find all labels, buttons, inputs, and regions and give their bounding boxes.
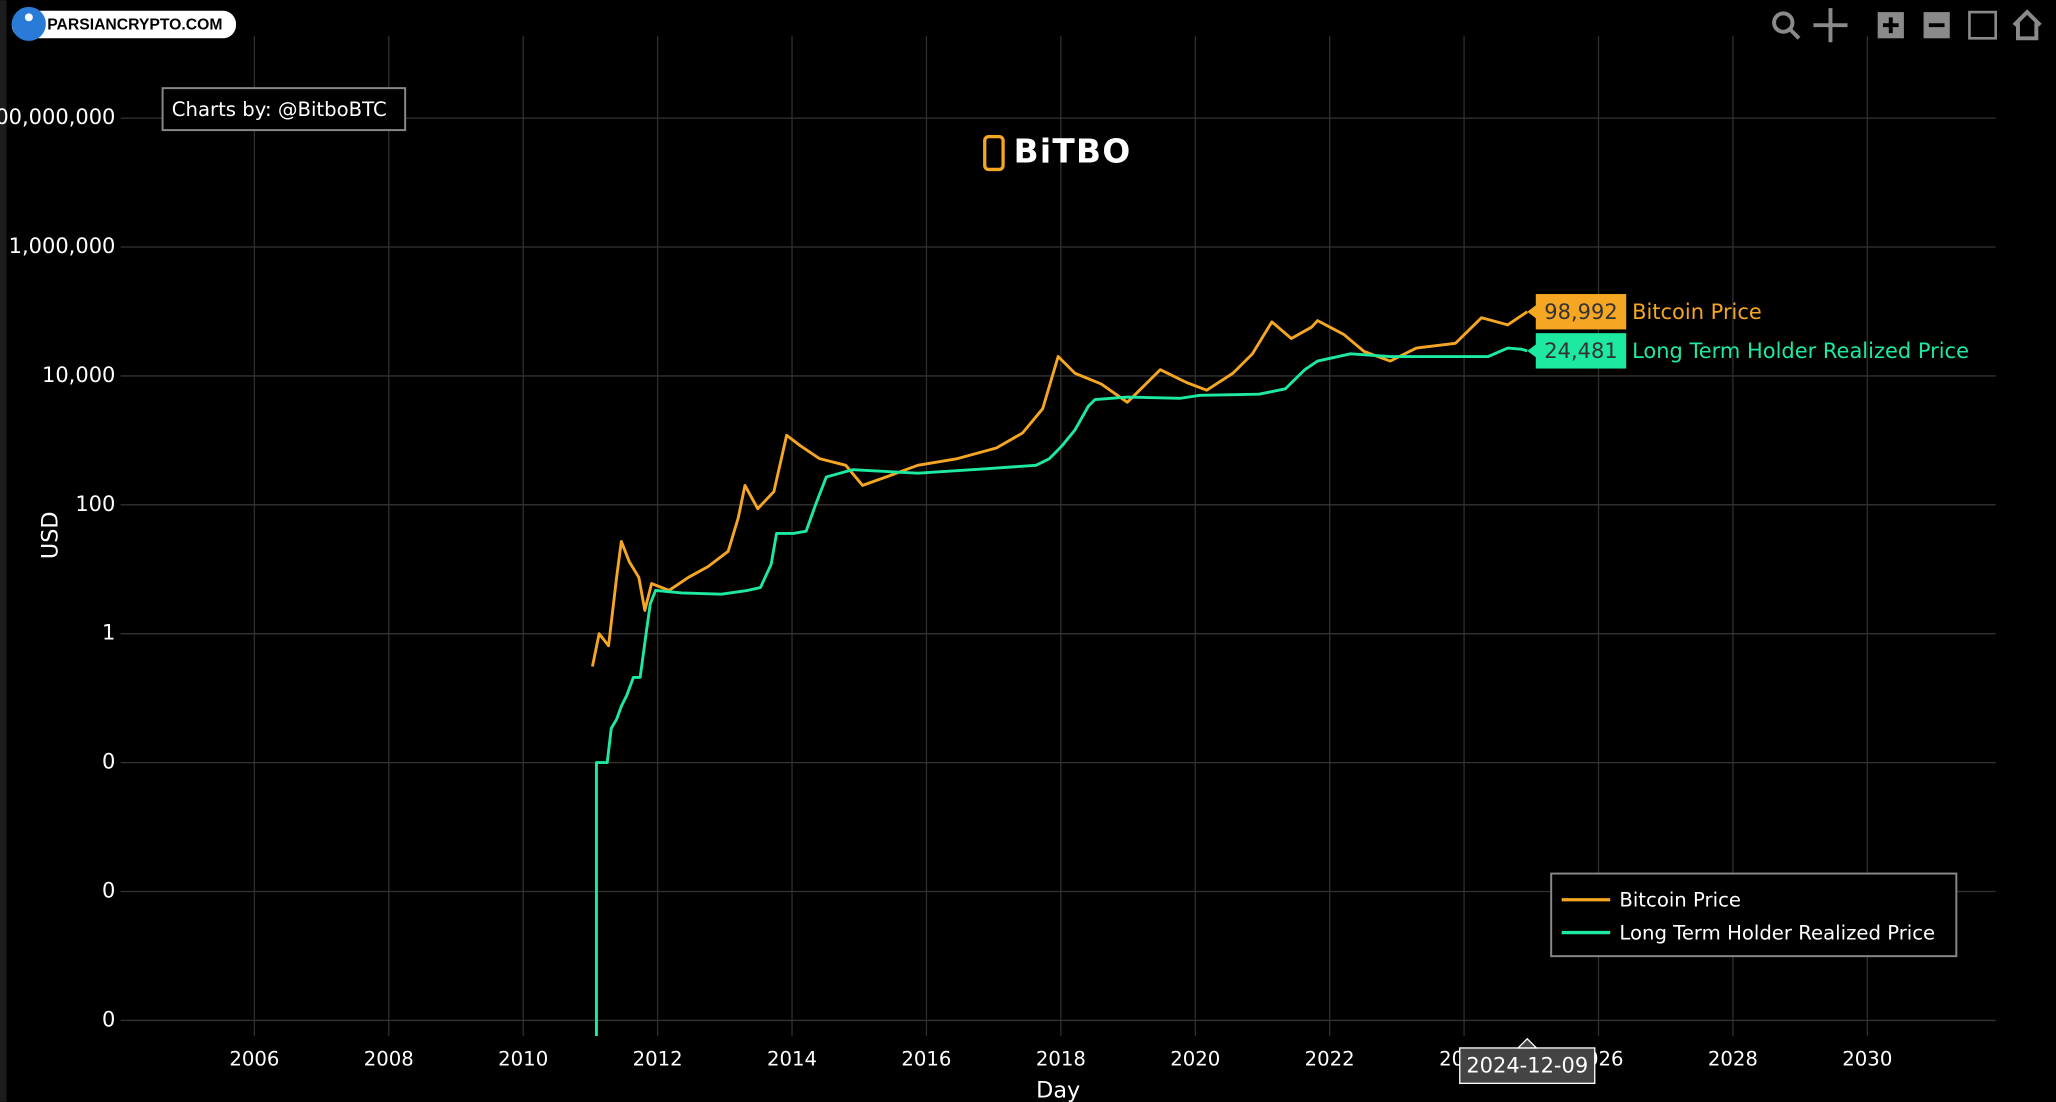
end-label-pointer [1527, 303, 1538, 320]
watermark-text: PARSIANCRYPTO.COM [47, 16, 222, 33]
y-tick-label: 0 [102, 879, 115, 903]
watermark: PARSIANCRYPTO.COM [11, 6, 237, 41]
hover-label: 2024-12-09 [1466, 1053, 1588, 1077]
value-label: 24,481 [1544, 339, 1617, 363]
credit: Charts by: @BitboBTC [172, 98, 387, 121]
zoom-in-sign [1882, 17, 1899, 34]
x-tick-label: 2028 [1708, 1047, 1758, 1070]
end-label-name: Bitcoin Price [1632, 300, 1762, 324]
x-tick-label: 2016 [901, 1047, 951, 1070]
logo-icon [983, 135, 1005, 172]
x-tick-label: 2022 [1305, 1047, 1355, 1070]
y-tick-label: 100 [75, 492, 115, 516]
end-label-box [1535, 333, 1627, 369]
grid: 2006 2008 2010 2012 2014 2016 2018 2020 2022 2024… [0, 35, 1996, 1102]
toolbar[interactable] [1772, 8, 2042, 43]
legend-label: Long Term Holder Realized Price [1619, 921, 1935, 944]
watermark-icon [11, 6, 46, 41]
x-tick-label: 2012 [633, 1047, 683, 1070]
end-label: 24,481 Long Term Holder Realized Price [1527, 333, 1969, 369]
y-tick-label: 1 [102, 621, 115, 645]
plot-area [591, 310, 1529, 1037]
x-tick-label: 2018 [1036, 1047, 1086, 1070]
value-label: 98,992 [1544, 300, 1617, 324]
legend-label: Bitcoin Price [1619, 889, 1741, 912]
y-axis-title: USD [38, 511, 64, 559]
watermark-bg [11, 10, 237, 39]
credit-box [161, 87, 407, 132]
x-tick-label: 2006 [229, 1047, 279, 1070]
series-line [595, 346, 1528, 1037]
y-tick-label: 0 [102, 1007, 115, 1031]
end-label-box [1535, 294, 1627, 330]
zoom-tool-handle [1788, 27, 1801, 40]
logo-text: BiTBO [1014, 133, 1132, 171]
end-label: 98,992 Bitcoin Price [1527, 294, 1762, 330]
autoscale[interactable] [1968, 10, 1997, 40]
page-edge [0, 0, 7, 1102]
legend-box [1550, 872, 1958, 958]
x-tick-label: 2008 [364, 1047, 414, 1070]
pan-tool[interactable] [1813, 8, 1848, 43]
watermark-icon-dot [24, 13, 33, 22]
x-axis-title: Day [1036, 1078, 1080, 1102]
zoom-tool[interactable] [1772, 11, 1795, 34]
y-tick-label: 0 [102, 750, 115, 774]
hover-pointer [1516, 1037, 1539, 1049]
x-tick-label: 2014 [767, 1047, 817, 1070]
series-line [591, 310, 1529, 667]
reset-home[interactable] [2012, 9, 2042, 41]
y-tick-label: 10,000 [42, 363, 115, 387]
y-tick-label: 100,000,000 [0, 105, 115, 129]
x-tick-label: 2030 [1842, 1047, 1892, 1070]
logo: BiTBO [983, 133, 1132, 172]
overlay: 98,992 Bitcoin Price 24,481 Long Term Holde… [1459, 294, 1969, 1085]
end-label-pointer [1527, 342, 1538, 359]
end-label-name: Long Term Holder Realized Price [1632, 339, 1969, 363]
y-tick-label: 1,000,000 [9, 234, 116, 258]
x-tick-label: 2010 [498, 1047, 548, 1070]
x-tick-label: 2020 [1170, 1047, 1220, 1070]
